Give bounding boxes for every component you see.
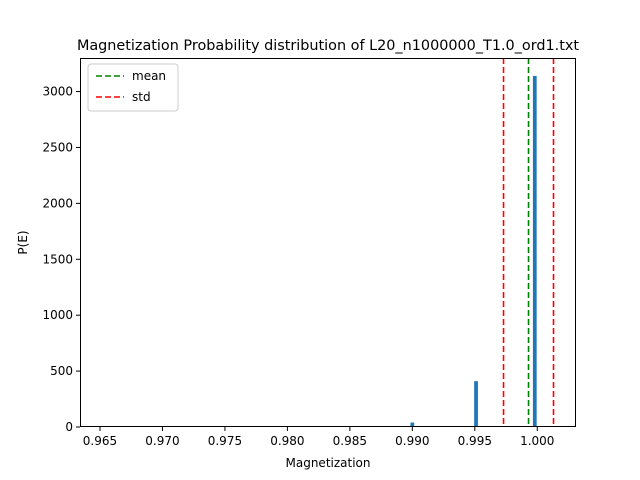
y-tick-label: 0 (65, 420, 73, 434)
reference-lines-group (502, 58, 555, 427)
y-tick-label: 1500 (42, 252, 73, 266)
histogram-bar (474, 381, 478, 427)
axes-frame (80, 58, 576, 427)
x-tick-label: 0.995 (458, 434, 492, 448)
y-tick-label: 3000 (42, 85, 73, 99)
y-tick-label: 1000 (42, 308, 73, 322)
x-axis-ticks: 0.965 0.970 0.975 0.980 0.985 0.990 0.995 1.000 (83, 427, 554, 448)
y-tick-label: 2500 (42, 140, 73, 154)
x-tick-label: 0.970 (145, 434, 179, 448)
x-tick-label: 0.965 (83, 434, 117, 448)
legend: mean std (87, 63, 179, 112)
bars-group (410, 75, 537, 428)
plot-area: 0.965 0.970 0.975 0.980 0.985 0.990 0.995 1.000… (42, 58, 576, 448)
x-tick-label: 1.000 (520, 434, 554, 448)
legend-label: std (132, 90, 151, 104)
y-tick-label: 500 (50, 364, 73, 378)
x-tick-label: 0.990 (395, 434, 429, 448)
histogram-bar (410, 422, 415, 427)
y-axis-ticks: 0 500 1000 1500 2000 2500 3000 (42, 85, 80, 434)
legend-label: mean (132, 69, 166, 83)
x-tick-label: 0.980 (270, 434, 304, 448)
x-axis-label: Magnetization (286, 456, 371, 470)
chart-title: Magnetization Probability distribution o… (77, 38, 579, 54)
y-axis-label: P(E) (16, 230, 30, 254)
x-tick-label: 0.975 (208, 434, 242, 448)
x-tick-label: 0.985 (333, 434, 367, 448)
axes-background (80, 58, 576, 427)
histogram-bar (532, 75, 537, 428)
y-tick-label: 2000 (42, 196, 73, 210)
